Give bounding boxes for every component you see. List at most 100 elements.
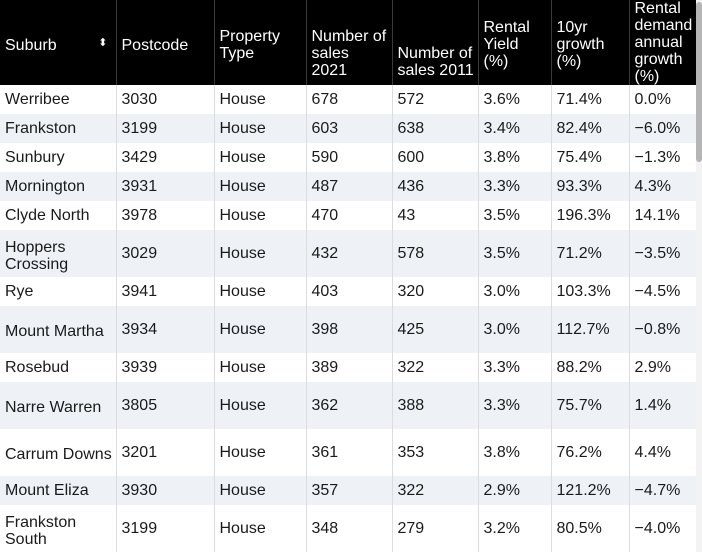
- table-row: Mount Eliza 3930 House 357 322 2.9% 121.2% −4.7…: [0, 476, 696, 505]
- table-cell: Mount Martha: [0, 306, 117, 353]
- table-cell: 3.3%: [478, 382, 552, 429]
- table-cell: 75.7%: [551, 382, 630, 429]
- table-cell: 470: [306, 201, 393, 230]
- table-cell: 389: [306, 353, 393, 382]
- table-cell: Rye: [0, 277, 117, 306]
- table-cell: 603: [306, 114, 393, 143]
- table-cell: Rosebud: [0, 353, 117, 382]
- table-cell: −1.3%: [629, 143, 696, 172]
- table-cell: 80.5%: [551, 505, 630, 552]
- column-header-sales-2011[interactable]: Number of sales 2011: [392, 0, 479, 85]
- table-cell: Frankston: [0, 114, 117, 143]
- vertical-scrollbar[interactable]: [696, 0, 702, 552]
- table-cell: 43: [392, 201, 479, 230]
- table-row: Clyde North 3978 House 470 43 3.5% 196.3% 14.1%: [0, 201, 696, 230]
- table-cell: 3941: [116, 277, 215, 306]
- table-cell: 121.2%: [551, 476, 630, 505]
- table-cell: 3.3%: [478, 353, 552, 382]
- table-cell: 3429: [116, 143, 215, 172]
- table-cell: 361: [306, 429, 393, 476]
- table-cell: 196.3%: [551, 201, 630, 230]
- table-cell: 572: [392, 85, 479, 114]
- table-row: Hoppers Crossing 3029 House 432 578 3.5% 71.2%…: [0, 230, 696, 277]
- table-cell: 3934: [116, 306, 215, 353]
- table-cell: 322: [392, 353, 479, 382]
- column-header-postcode[interactable]: Postcode: [116, 0, 215, 85]
- table-cell: 487: [306, 172, 393, 201]
- column-header-suburb[interactable]: Suburb ⬍: [0, 0, 117, 85]
- scrollbar-thumb[interactable]: [696, 2, 702, 162]
- table-cell: 362: [306, 382, 393, 429]
- table-cell: −4.7%: [629, 476, 696, 505]
- table-cell: House: [214, 230, 307, 277]
- table-cell: 436: [392, 172, 479, 201]
- table-cell: 3.8%: [478, 429, 552, 476]
- table-cell: 388: [392, 382, 479, 429]
- sort-up-down-icon[interactable]: ⬍: [98, 37, 108, 49]
- table-cell: 432: [306, 230, 393, 277]
- table-cell: 3029: [116, 230, 215, 277]
- table-cell: 403: [306, 277, 393, 306]
- table-cell: 2.9%: [478, 476, 552, 505]
- table-row: Werribee 3030 House 678 572 3.6% 71.4% 0.0%: [0, 85, 696, 114]
- column-header-label: Number of sales 2021: [311, 28, 387, 79]
- table-cell: 71.4%: [551, 85, 630, 114]
- table-cell: 3199: [116, 505, 215, 552]
- table-row: Frankston 3199 House 603 638 3.4% 82.4% −6.0%: [0, 114, 696, 143]
- table-cell: −4.0%: [629, 505, 696, 552]
- column-header-label: 10yr growth (%): [556, 19, 605, 70]
- column-header-label: Rental demand annual growth (%): [634, 0, 693, 85]
- table-cell: 3.3%: [478, 172, 552, 201]
- table-cell: 3939: [116, 353, 215, 382]
- table-cell: 320: [392, 277, 479, 306]
- table-cell: 112.7%: [551, 306, 630, 353]
- table-cell: 75.4%: [551, 143, 630, 172]
- table-cell: 678: [306, 85, 393, 114]
- table-cell: 14.1%: [629, 201, 696, 230]
- table-body: Werribee 3030 House 678 572 3.6% 71.4% 0.0% Fran…: [0, 85, 696, 552]
- table-cell: −4.5%: [629, 277, 696, 306]
- column-header-label: Postcode: [121, 37, 189, 54]
- table-cell: 3.2%: [478, 505, 552, 552]
- table-row: Sunbury 3429 House 590 600 3.8% 75.4% −1.3%: [0, 143, 696, 172]
- table-cell: Carrum Downs: [0, 429, 117, 476]
- table-cell: 425: [392, 306, 479, 353]
- table-cell: 3030: [116, 85, 215, 114]
- table-cell: 103.3%: [551, 277, 630, 306]
- table-cell: 322: [392, 476, 479, 505]
- table-cell: Mount Eliza: [0, 476, 117, 505]
- column-header-label: Rental Yield (%): [483, 19, 530, 70]
- table-cell: 3930: [116, 476, 215, 505]
- table-cell: House: [214, 505, 307, 552]
- table-cell: 348: [306, 505, 393, 552]
- table-cell: 1.4%: [629, 382, 696, 429]
- table-cell: 578: [392, 230, 479, 277]
- column-header-property-type[interactable]: Property Type: [214, 0, 307, 85]
- table-cell: 3201: [116, 429, 215, 476]
- table-cell: 638: [392, 114, 479, 143]
- column-header-label: Suburb: [5, 37, 57, 54]
- table-cell: 3.8%: [478, 143, 552, 172]
- table-cell: 353: [392, 429, 479, 476]
- table-cell: Hoppers Crossing: [0, 230, 117, 277]
- column-header-rental-yield[interactable]: Rental Yield (%): [478, 0, 552, 85]
- table-row: Narre Warren 3805 House 362 388 3.3% 75.7% 1.4%: [0, 382, 696, 429]
- table-cell: 590: [306, 143, 393, 172]
- table-cell: 3.0%: [478, 306, 552, 353]
- table-cell: −6.0%: [629, 114, 696, 143]
- table-cell: House: [214, 172, 307, 201]
- column-header-10yr-growth[interactable]: 10yr growth (%): [551, 0, 630, 85]
- table-cell: 93.3%: [551, 172, 630, 201]
- table-cell: Mornington: [0, 172, 117, 201]
- table-cell: Clyde North: [0, 201, 117, 230]
- table-cell: House: [214, 85, 307, 114]
- column-header-sales-2021[interactable]: Number of sales 2021: [306, 0, 393, 85]
- table-cell: 3199: [116, 114, 215, 143]
- table-cell: Sunbury: [0, 143, 117, 172]
- table-cell: House: [214, 114, 307, 143]
- table-cell: 600: [392, 143, 479, 172]
- column-header-rental-demand-growth[interactable]: Rental demand annual growth (%): [629, 0, 696, 85]
- table-cell: 3.0%: [478, 277, 552, 306]
- table-cell: −3.5%: [629, 230, 696, 277]
- table-cell: House: [214, 201, 307, 230]
